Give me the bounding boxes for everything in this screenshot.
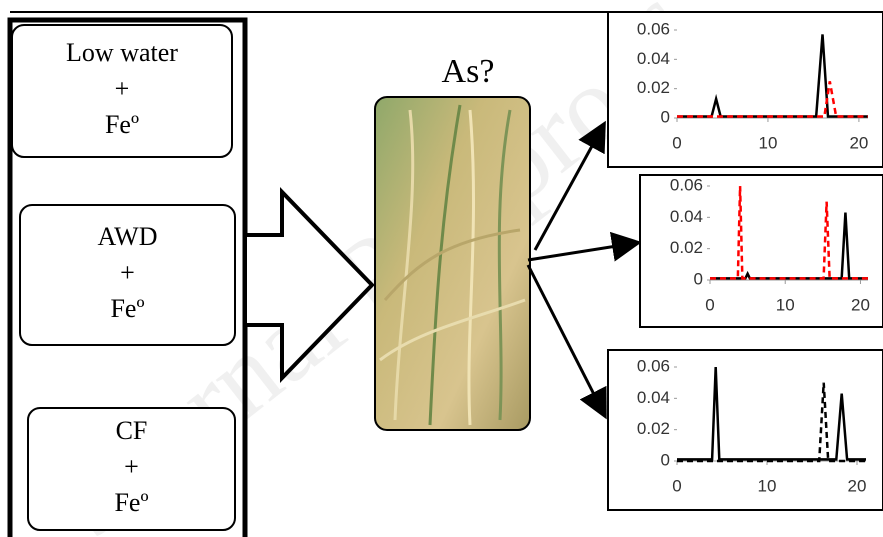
figure: Journal Pre-proof Low water+FeºAWD+FeºCF… [0, 0, 883, 537]
y-tick-label: 0.06 [637, 19, 670, 38]
question-label: As? [442, 53, 495, 90]
chart: 0 0.02 0.04 0.06 0 10 20 [608, 12, 883, 167]
y-tick-label: 0.04 [637, 49, 670, 68]
treatment-text: + [115, 74, 130, 103]
x-tick-label: 0 [672, 476, 681, 495]
treatment-text: + [120, 258, 135, 287]
arrow [528, 243, 636, 260]
y-tick-label: 0.02 [637, 419, 670, 438]
treatment-text: Feº [114, 488, 148, 517]
y-tick-label: 0.02 [637, 78, 670, 97]
treatment-text: Feº [105, 110, 139, 139]
x-tick-label: 0 [705, 295, 714, 314]
y-tick-label: 0.06 [670, 175, 703, 194]
charts: 0 0.02 0.04 0.06 0 10 20 0 0.02 0.04 0.06 0 10 20 0 0.0… [608, 12, 883, 510]
y-tick-label: 0.02 [670, 238, 703, 257]
y-tick-label: 0 [661, 107, 670, 126]
y-tick-label: 0.04 [670, 207, 703, 226]
treatment-text: AWD [97, 222, 157, 251]
page: { "watermark": "Journal Pre-proof", "que… [0, 0, 883, 537]
treatment-text: Feº [110, 294, 144, 323]
treatment-text: Low water [66, 38, 178, 67]
chart: 0 0.02 0.04 0.06 0 10 20 [608, 350, 883, 510]
x-tick-label: 20 [849, 133, 868, 152]
y-tick-label: 0 [661, 450, 670, 469]
x-tick-label: 20 [848, 476, 867, 495]
x-tick-label: 10 [758, 133, 777, 152]
y-tick-label: 0.06 [637, 356, 670, 375]
chart: 0 0.02 0.04 0.06 0 10 20 [640, 175, 883, 327]
treatment-text: + [124, 452, 139, 481]
arrow [528, 265, 604, 414]
treatment-boxes: Low water + Feº AWD + Feº CF + Feº [12, 25, 235, 530]
x-tick-label: 10 [758, 476, 777, 495]
treatment-text: CF [116, 416, 148, 445]
x-tick-label: 0 [672, 133, 681, 152]
y-tick-label: 0 [694, 269, 703, 288]
x-tick-label: 10 [776, 295, 795, 314]
x-tick-label: 20 [851, 295, 870, 314]
y-tick-label: 0.04 [637, 388, 670, 407]
